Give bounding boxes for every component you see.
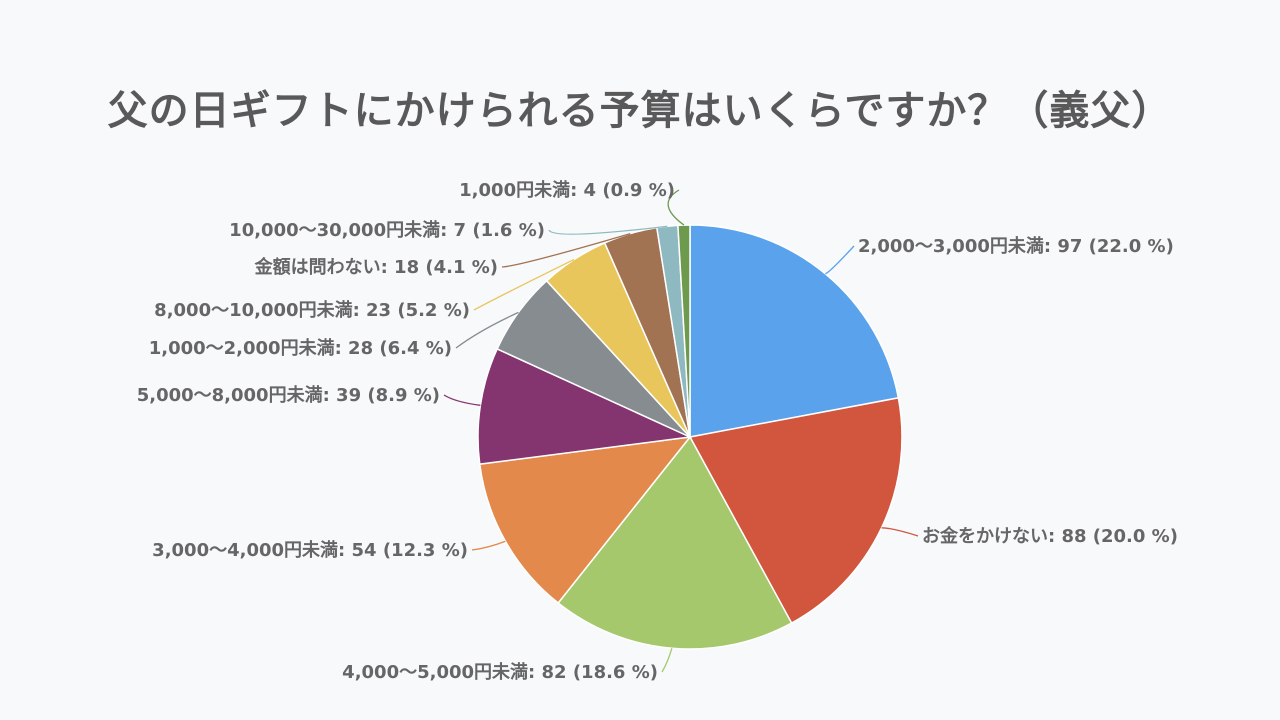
leader-line-7 [473,258,575,311]
leader-line-4 [471,540,506,551]
leader-line-9 [548,225,668,235]
leader-line-6 [455,311,519,349]
slice-label-1: 2,000〜3,000円未満: 97 (22.0 %) [858,235,1174,257]
leader-line-8 [501,232,631,268]
leader-line-3 [661,648,673,673]
leader-line-5 [443,394,481,406]
slice-label-10: 1,000円未満: 4 (0.9 %) [459,179,675,201]
pie-slice-1 [689,224,900,438]
pie-slice-3 [557,435,793,650]
leader-line-1 [825,245,855,275]
chart-title: 父の日ギフトにかけられる予算はいくらですか？（義父） [107,88,1173,134]
slice-label-7: 8,000〜10,000円未満: 23 (5.2 %) [154,299,470,321]
slice-label-6: 1,000〜2,000円未満: 28 (6.4 %) [149,337,452,359]
slice-label-9: 10,000〜30,000円未満: 7 (1.6 %) [229,219,545,241]
slice-label-3: 4,000〜5,000円未満: 82 (18.6 %) [342,661,658,683]
leader-line-10 [667,189,685,226]
leader-line-2 [881,527,919,537]
pie-slice-10 [677,224,691,438]
slice-label-8: 金額は問わない: 18 (4.1 %) [254,256,498,278]
pie-slice-2 [688,396,903,625]
slice-label-2: お金をかけない: 88 (20.0 %) [922,525,1178,547]
slice-label-5: 5,000〜8,000円未満: 39 (8.9 %) [137,384,440,406]
slice-label-4: 3,000〜4,000円未満: 54 (12.3 %) [152,539,468,561]
